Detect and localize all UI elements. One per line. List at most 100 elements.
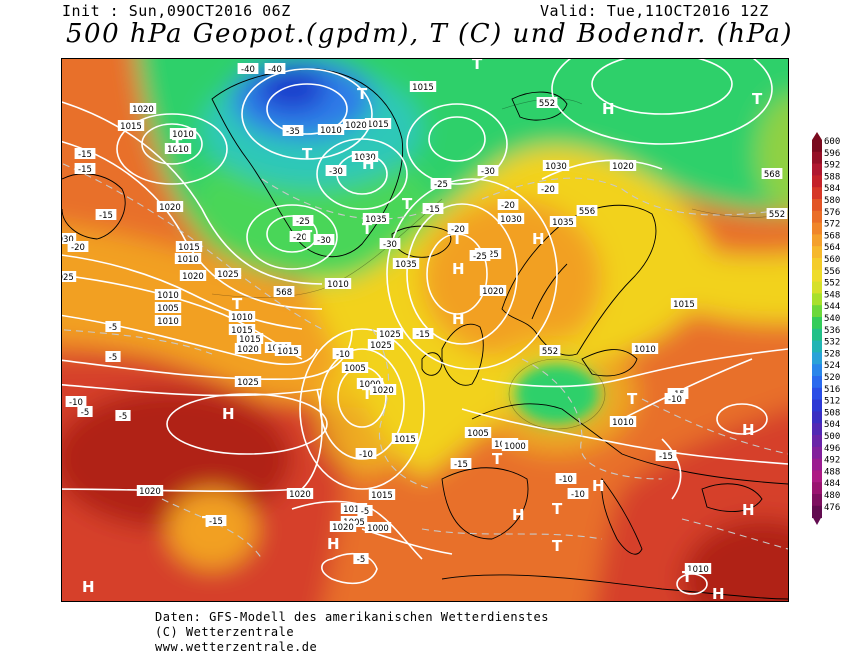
- svg-text:1020: 1020: [237, 345, 259, 355]
- isobar-label: 1010: [684, 563, 712, 575]
- svg-text:1015: 1015: [394, 435, 416, 445]
- canadian-arctic: [62, 173, 126, 240]
- isobar-label: 1015: [228, 324, 256, 336]
- legend-value: 508: [824, 408, 840, 418]
- legend-value: 572: [824, 220, 840, 230]
- temperature-label: -10: [355, 448, 377, 460]
- svg-text:-30: -30: [383, 240, 397, 250]
- legend-swatch: [812, 317, 822, 330]
- field-orange-atlantic: [167, 489, 257, 569]
- svg-text:1015: 1015: [277, 347, 299, 357]
- low-pressure-center: T: [362, 385, 373, 403]
- legend-value: 492: [824, 456, 840, 466]
- low-pressure-center: T: [682, 568, 693, 586]
- high-pressure-center: H: [512, 506, 525, 524]
- temperature-label: -15: [205, 515, 227, 527]
- field-deep-blue-core: [257, 67, 327, 111]
- svg-text:1015: 1015: [673, 300, 695, 310]
- svg-text:-5: -5: [109, 323, 117, 333]
- svg-text:-10: -10: [359, 450, 373, 460]
- isobar-label: 1015: [175, 241, 203, 253]
- svg-text:1030: 1030: [62, 235, 74, 245]
- green-sharp-overlay: [517, 366, 597, 422]
- svg-text:1020: 1020: [612, 162, 634, 172]
- legend-swatch: [812, 435, 822, 448]
- isobar-label: 1015: [117, 120, 145, 132]
- isobar-label: 1010: [609, 416, 637, 428]
- isobar-line: [62, 488, 303, 493]
- svg-text:-30: -30: [317, 236, 331, 246]
- legend-swatch: [812, 470, 822, 483]
- svg-text:-5: -5: [81, 408, 89, 418]
- low-pressure-center: T: [362, 220, 373, 238]
- isobar-label: 1025: [367, 339, 395, 351]
- isobar-label: 1020: [369, 384, 397, 396]
- gpdm-ring: [508, 358, 606, 430]
- isobar-line: [541, 159, 663, 180]
- isobar-ring: [551, 59, 773, 145]
- temperature-label: -15: [74, 163, 96, 175]
- field-deep-red-se: [682, 519, 788, 601]
- iceland-coast: [391, 225, 452, 258]
- isotherm-line: [481, 177, 623, 200]
- isotherm-line: [621, 188, 788, 216]
- isobar-ring: [386, 178, 558, 370]
- isobar-label: 1020: [234, 343, 262, 355]
- isobar-label: 1015: [364, 118, 392, 130]
- legend-value: 596: [824, 149, 840, 159]
- legend-swatch: [812, 305, 822, 318]
- isotherm-line: [371, 328, 433, 490]
- legend-value: 564: [824, 243, 840, 253]
- legend-value: 496: [824, 444, 840, 454]
- isobar-label: 1010: [154, 315, 182, 327]
- legend-value: 516: [824, 385, 840, 395]
- svg-text:1020: 1020: [482, 287, 504, 297]
- isobar-label: 1020: [609, 160, 637, 172]
- temperature-label: -5: [115, 410, 131, 422]
- isotherm-line: [62, 329, 213, 355]
- svalbard-coast: [511, 91, 568, 121]
- svg-text:-20: -20: [293, 233, 307, 243]
- svg-text:1015: 1015: [239, 335, 261, 345]
- svg-text:1000: 1000: [504, 442, 526, 452]
- svg-text:1015: 1015: [367, 120, 389, 130]
- geopotential-labels: 568 568 552 556 552 552: [273, 97, 788, 357]
- isobar-label: 1020: [479, 285, 507, 297]
- isobar-ring: [241, 68, 373, 160]
- legend-value: 484: [824, 479, 840, 489]
- svg-text:1020: 1020: [372, 386, 394, 396]
- isobar-label: 1020: [286, 488, 314, 500]
- isobar-label: 1015: [670, 298, 698, 310]
- isobar-label: 1020: [342, 119, 370, 131]
- legend-value: 524: [824, 361, 840, 371]
- isobar-label: 1015: [368, 489, 396, 501]
- isobar-line: [481, 348, 788, 388]
- high-pressure-center: H: [82, 578, 95, 596]
- temperature-label: -25: [469, 250, 491, 262]
- svg-text:1025: 1025: [370, 341, 392, 351]
- isobar-ring: [406, 103, 508, 185]
- legend-value: 568: [824, 231, 840, 241]
- isobar-ring: [141, 123, 203, 165]
- svg-text:-5: -5: [357, 555, 365, 565]
- legend-swatch: [812, 328, 822, 342]
- isobar-line: [62, 254, 303, 330]
- svg-text:1025: 1025: [217, 270, 239, 280]
- legend-swatch: [812, 387, 822, 401]
- legend-swatch: [812, 411, 822, 424]
- svg-text:-10: -10: [668, 395, 682, 405]
- svg-text:1015: 1015: [412, 83, 434, 93]
- high-pressure-center: H: [452, 310, 465, 328]
- isobar-label: 1020: [329, 521, 357, 533]
- isotherm-line: [421, 528, 603, 540]
- legend-swatch: [812, 364, 822, 377]
- legend-swatch: [812, 423, 822, 436]
- svg-text:-5: -5: [361, 507, 369, 517]
- legend-value: 476: [824, 503, 840, 513]
- low-pressure-center: T: [552, 500, 563, 518]
- isobar-label: 1015: [409, 81, 437, 93]
- svg-text:1025: 1025: [237, 378, 259, 388]
- low-pressure-center: T: [232, 295, 243, 313]
- svg-text:568: 568: [276, 288, 292, 298]
- isobar-label: 1010: [631, 343, 659, 355]
